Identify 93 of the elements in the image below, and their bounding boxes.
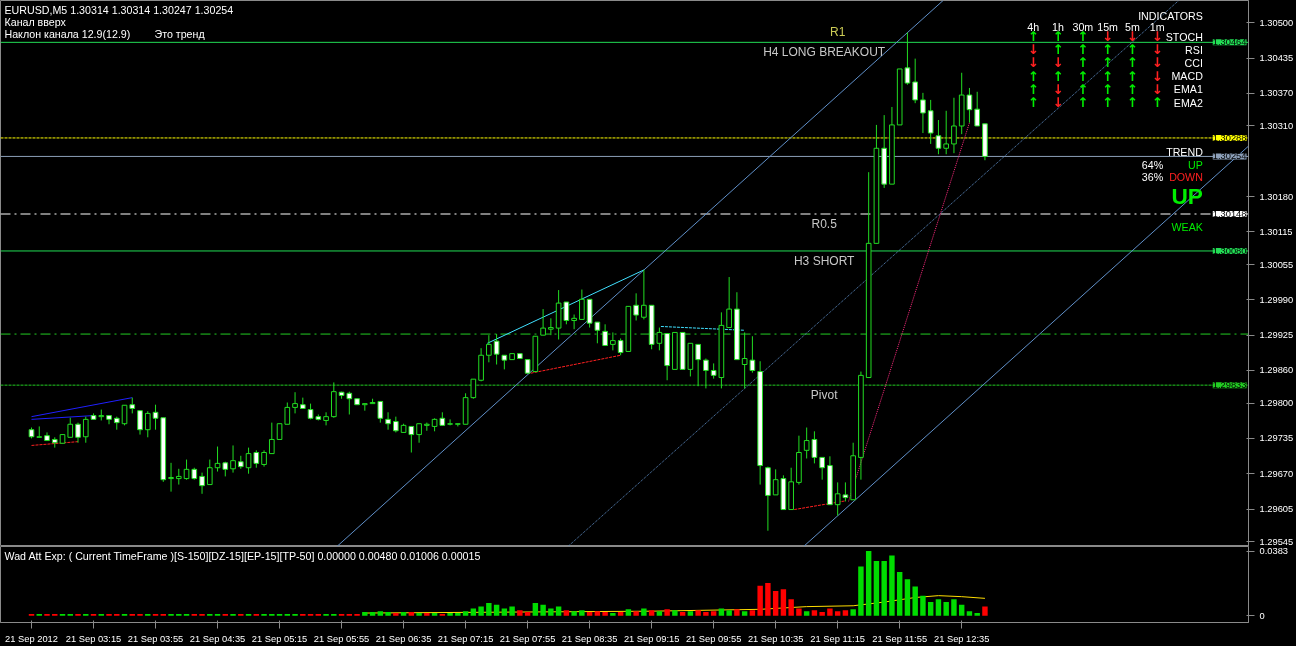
y-tick-label: 1.29670 <box>1259 468 1294 479</box>
y-tick-label: 1.29860 <box>1259 365 1294 376</box>
annotation: ↑ <box>1126 81 1139 97</box>
ref-line-label: H4 LONG BREAKOUT <box>763 45 886 60</box>
x-tick-label: 21 Sep 05:15 <box>251 633 308 644</box>
category-label: EMA1 <box>1173 83 1203 96</box>
ref-line-label: Pivot <box>810 388 839 403</box>
x-tick-label: 21 Sep 03:55 <box>127 633 184 644</box>
annotation: ↓ <box>1027 55 1039 71</box>
y-tick-label: 1.30500 <box>1259 17 1294 28</box>
chart-title: EURUSD,M5 1.30314 1.30314 1.30247 1.30254 <box>4 3 234 16</box>
annotation: ↑ <box>1126 68 1139 84</box>
y-tick-label: 1.29925 <box>1259 330 1294 341</box>
annotation: ↑ <box>1052 42 1064 58</box>
x-tick-label: 21 Sep 05:55 <box>313 633 370 644</box>
category-label: STOCH <box>1165 30 1203 43</box>
y-tick-label: 1.30435 <box>1259 53 1294 64</box>
annotation: ↑ <box>1027 95 1039 110</box>
annotation: ↑ <box>1052 68 1064 84</box>
category-label: RSI <box>1185 43 1203 56</box>
annotation: UP <box>1188 158 1203 171</box>
chart-title: Wad Att Exp: ( Current TimeFrame )[S-150][DZ-15][EP-15][TP-50] 0.00000 0.00480 0.01006 0.00015 <box>4 549 481 562</box>
x-tick-label: 21 Sep 07:55 <box>499 633 556 644</box>
y-tick-label: 1.30370 <box>1259 88 1294 99</box>
annotation: 1.30288 <box>1212 132 1247 143</box>
x-tick-label: 21 Sep 10:35 <box>747 633 804 644</box>
annotation: ↑ <box>1151 95 1163 110</box>
x-tick-label: 21 Sep 04:35 <box>189 633 246 644</box>
y-tick-label: 1.29605 <box>1259 504 1294 515</box>
annotation: ↑ <box>1077 81 1089 97</box>
annotation: ↑ <box>1077 55 1089 71</box>
annotation: ↓ <box>1052 95 1064 110</box>
y-tick-label: 0 <box>1259 610 1265 621</box>
x-tick-label: 21 Sep 07:15 <box>437 633 494 644</box>
annotation: ↑ <box>1077 68 1089 84</box>
annotation: 1.30148 <box>1212 209 1247 220</box>
y-tick-label: 1.29990 <box>1259 294 1294 305</box>
category-label: MACD <box>1171 70 1203 83</box>
annotation: ↑ <box>1126 95 1139 110</box>
annotation: ↑ <box>1102 42 1114 58</box>
annotation: 1.30464 <box>1212 37 1247 48</box>
category-label: CCI <box>1184 56 1203 69</box>
annotation: ↑ <box>1077 95 1089 110</box>
annotation: ↓ <box>1052 55 1064 71</box>
annotation: ↑ <box>1027 68 1039 84</box>
y-tick-label: 1.29545 <box>1259 536 1294 547</box>
x-tick-label: 21 Sep 09:15 <box>623 633 680 644</box>
x-tick-label: 21 Sep 11:55 <box>872 633 928 644</box>
annotation: ↓ <box>1151 68 1163 84</box>
annotation: ↓ <box>1151 55 1163 71</box>
annotation: ↑ <box>1126 42 1139 58</box>
annotation: ↑ <box>1102 81 1114 97</box>
x-tick-label: 21 Sep 09:55 <box>685 633 742 644</box>
y-tick-label: 1.29800 <box>1259 398 1294 409</box>
annotation: ↑ <box>1102 68 1114 84</box>
y-tick-label: 1.30055 <box>1259 259 1294 270</box>
y-tick-label: 1.29735 <box>1259 433 1294 444</box>
ref-line-label: H3 SHORT <box>793 253 856 268</box>
text: INDICATORS <box>1138 9 1203 22</box>
annotation: 36% <box>1141 170 1164 183</box>
annotation: Канал вверх <box>4 15 67 28</box>
annotation: ↑ <box>1027 81 1039 97</box>
annotation: ↑ <box>1077 42 1089 58</box>
y-tick-label: 0.0383 <box>1259 546 1289 557</box>
annotation: ↑ <box>1102 95 1114 110</box>
category-label: EMA2 <box>1173 96 1203 109</box>
annotation: 1.30254 <box>1212 151 1247 162</box>
x-tick-label: 21 Sep 06:35 <box>375 633 432 644</box>
annotation: Это тренд <box>154 27 206 40</box>
annotation: ↓ <box>1151 42 1163 58</box>
annotation: WEAK <box>1171 220 1203 233</box>
y-tick-label: 1.30115 <box>1259 226 1293 237</box>
annotation: 64% <box>1141 158 1164 171</box>
annotation: Наклон канала 12.9(12.9) <box>4 27 131 40</box>
annotation: 1.29833 <box>1212 380 1247 391</box>
x-tick-label: 21 Sep 2012 <box>5 633 58 644</box>
x-tick-label: 21 Sep 08:35 <box>561 633 618 644</box>
annotation: UP <box>1171 182 1203 209</box>
annotation: ↑ <box>1126 55 1139 71</box>
annotation: ↓ <box>1052 81 1064 97</box>
y-tick-label: 1.30310 <box>1259 121 1294 131</box>
annotation: R1 <box>830 25 846 40</box>
annotation: DOWN <box>1169 170 1203 183</box>
ref-line-label: R0.5 <box>811 217 838 232</box>
x-tick-label: 21 Sep 12:35 <box>933 633 990 644</box>
annotation: ↑ <box>1102 55 1114 71</box>
y-tick-label: 1.30180 <box>1259 191 1294 202</box>
x-tick-label: 21 Sep 11:15 <box>810 633 866 644</box>
annotation: ↓ <box>1027 42 1039 58</box>
x-tick-label: 21 Sep 03:15 <box>65 633 122 644</box>
text: TREND <box>1166 145 1204 158</box>
annotation: 1.30080 <box>1212 245 1247 256</box>
annotation: ↓ <box>1151 81 1163 97</box>
